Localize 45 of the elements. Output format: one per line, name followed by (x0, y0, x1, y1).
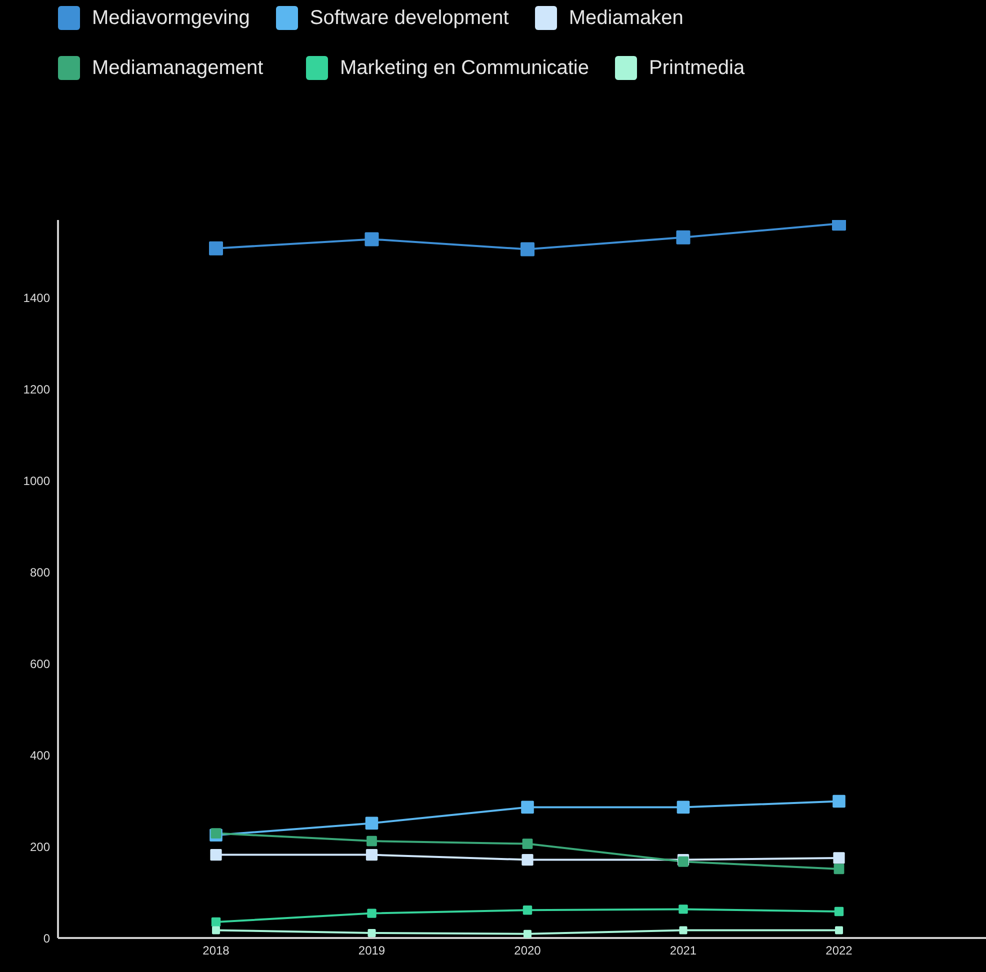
point (679, 926, 688, 934)
legend-label: Mediavormgeving (92, 6, 250, 30)
point (210, 828, 222, 838)
point (832, 794, 846, 808)
point (678, 904, 688, 914)
y-tick-label: 200 (30, 840, 50, 854)
x-tick-label: 2021 (670, 944, 697, 958)
point (676, 230, 690, 244)
y-tick-label: 600 (30, 656, 50, 671)
point (522, 906, 532, 915)
point (365, 816, 378, 830)
point (522, 854, 534, 866)
x-tick-label: 2019 (358, 944, 386, 958)
legend-label: Mediamaken (568, 6, 684, 30)
point (367, 908, 376, 918)
point (366, 836, 377, 846)
point (676, 800, 690, 814)
point (368, 928, 376, 937)
x-tick-label: 2020 (514, 944, 542, 958)
point (364, 232, 379, 246)
point (521, 800, 534, 814)
legend-label: Mediamanagement (92, 56, 264, 80)
y-tick-label: 1200 (23, 382, 50, 396)
x-tick-label: 2018 (202, 944, 230, 958)
point (834, 906, 844, 916)
point (834, 864, 844, 874)
point (212, 926, 220, 934)
x-tick-label: 2022 (826, 944, 853, 958)
point (524, 930, 532, 938)
y-tick-label: 800 (30, 565, 50, 580)
legend-label: Marketing en Communicatie (340, 56, 589, 80)
y-tick-label: 400 (30, 748, 50, 762)
point (210, 848, 222, 861)
point (211, 917, 221, 927)
point (366, 848, 378, 861)
y-tick-label: 1400 (23, 291, 50, 306)
point (835, 926, 843, 934)
point (833, 852, 845, 864)
y-tick-label: 0 (43, 931, 50, 946)
y-tick-label: 1000 (23, 474, 50, 488)
legend-label: Software development (310, 6, 509, 30)
point (520, 242, 534, 256)
point (522, 838, 533, 849)
point (209, 241, 223, 256)
legend-label: Printmedia (649, 56, 745, 80)
